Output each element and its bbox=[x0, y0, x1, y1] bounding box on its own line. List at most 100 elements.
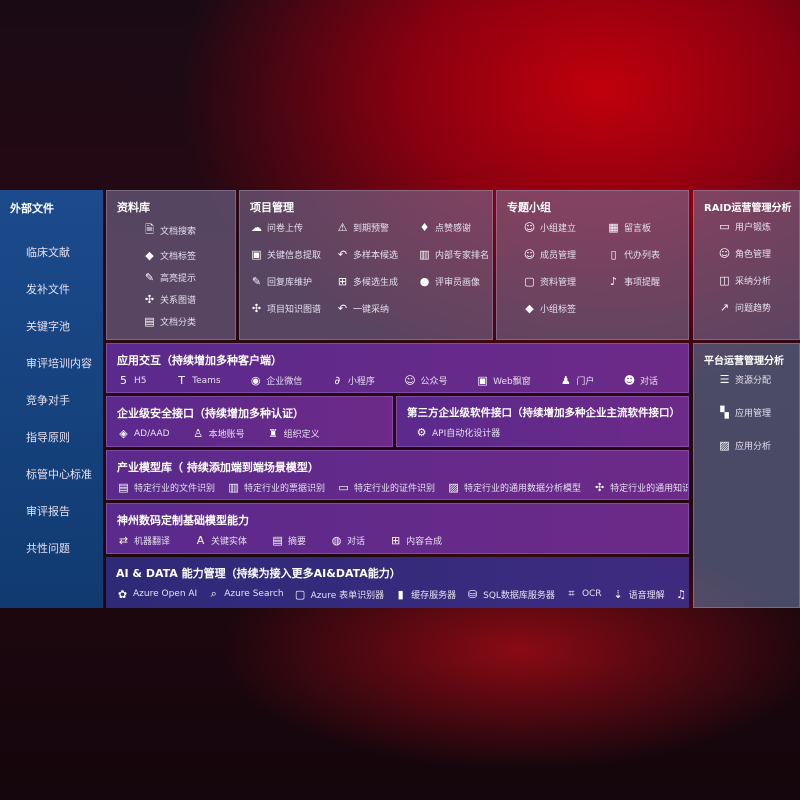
pen-icon: ✎ bbox=[144, 271, 155, 284]
project-item[interactable]: ↶ 多样本候选 bbox=[336, 248, 418, 261]
group-panel: 专题小组 ☺ 小组建立 ▦ 留言板 ☺ 成员管理 ▯ 代办列表 ▢ 资料管理 ♪ 事项提醒 ◆ 小组标签 bbox=[496, 190, 689, 340]
doc-list-icon: ▤ bbox=[144, 315, 155, 328]
group-item[interactable]: ♪ 事项提醒 bbox=[607, 275, 687, 288]
app-item[interactable]: 5 H5 bbox=[117, 374, 147, 387]
diamond-icon: ◈ bbox=[119, 427, 128, 440]
industry-item[interactable]: ▤ 特定行业的文件识别 bbox=[117, 481, 215, 494]
ai-item[interactable]: ▢ Azure 表单识别器 bbox=[294, 587, 384, 601]
security-item[interactable]: ◈ AD/AAD bbox=[117, 427, 170, 440]
project-item[interactable]: ▣ 关键信息提取 bbox=[250, 248, 336, 261]
external-file-item[interactable]: 关键字池 bbox=[26, 320, 70, 333]
industry-item[interactable]: ✣ 特定行业的通用知识图谱模型 bbox=[593, 481, 688, 494]
library-item[interactable]: 🗎 文档搜索 bbox=[143, 221, 225, 240]
ai-item[interactable]: ♫TTS bbox=[675, 587, 689, 601]
project-item[interactable]: ● 评审员画像 bbox=[418, 275, 492, 288]
app-item[interactable]: ☺ 公众号 bbox=[403, 374, 447, 387]
group-item[interactable]: ◆ 小组标签 bbox=[523, 302, 607, 315]
external-file-item[interactable]: 共性问题 bbox=[26, 542, 70, 555]
project-item[interactable]: ⚠ 到期预警 bbox=[336, 221, 418, 234]
external-file-item[interactable]: 标管中心标准 bbox=[26, 468, 92, 481]
project-item[interactable]: ✎ 回复库维护 bbox=[250, 275, 336, 288]
window-icon: ▣ bbox=[477, 374, 488, 387]
external-file-item[interactable]: 临床文献 bbox=[26, 246, 70, 259]
receipt-icon: ▥ bbox=[228, 481, 239, 494]
external-file-item[interactable]: 发补文件 bbox=[26, 283, 70, 296]
ai-item[interactable]: ▮ 缓存服务器 bbox=[394, 587, 457, 601]
openai-icon: ✿ bbox=[117, 587, 128, 601]
third-item[interactable]: ⚙ API自动化设计器 bbox=[415, 426, 501, 439]
item-label: 特定行业的票据识别 bbox=[244, 484, 326, 494]
base-item[interactable]: A 关键实体 bbox=[194, 534, 247, 547]
platform-item[interactable]: ☰ 资源分配 bbox=[718, 373, 789, 386]
group-item[interactable]: ▦ 留言板 bbox=[607, 221, 687, 234]
raid-item[interactable]: ◫ 采纳分析 bbox=[718, 274, 789, 287]
speech-icon: ⇣ bbox=[613, 587, 623, 601]
external-file-item[interactable]: 审评培训内容 bbox=[26, 357, 92, 370]
group-item[interactable]: ☺ 小组建立 bbox=[523, 221, 607, 234]
external-file-item[interactable]: 竞争对手 bbox=[26, 394, 70, 407]
group-item[interactable]: ▯ 代办列表 bbox=[607, 248, 687, 261]
ai-item[interactable]: ⛁ SQL数据库服务器 bbox=[466, 587, 555, 601]
security-item[interactable]: ♙ 本地账号 bbox=[192, 427, 245, 440]
item-label: 小组标签 bbox=[540, 305, 577, 315]
base-item[interactable]: ⇄ 机器翻译 bbox=[117, 534, 170, 547]
raid-item[interactable]: ▭ 用户锻炼 bbox=[718, 220, 789, 233]
app-item[interactable]: ♟ 门户 bbox=[559, 374, 594, 387]
library-item[interactable]: ▤ 文档分类 bbox=[143, 315, 225, 328]
base-item[interactable]: ▤ 摘要 bbox=[271, 534, 306, 547]
item-label: API自动化设计器 bbox=[432, 429, 501, 439]
industry-item[interactable]: ▨ 特定行业的通用数据分析模型 bbox=[447, 481, 581, 494]
base-item[interactable]: ◍ 对话 bbox=[330, 534, 365, 547]
html5-icon: 5 bbox=[120, 374, 127, 387]
item-label: AD/AAD bbox=[134, 428, 170, 439]
item-label: 应用分析 bbox=[735, 442, 772, 452]
ai-item[interactable]: ✿ Azure Open AI bbox=[116, 587, 197, 601]
ai-item[interactable]: ⇣ 语音理解 bbox=[612, 587, 664, 601]
industry-item[interactable]: ▥ 特定行业的票据识别 bbox=[227, 481, 325, 494]
base-item[interactable]: ⊞ 内容合成 bbox=[389, 534, 442, 547]
app-item[interactable]: ◉ 企业微信 bbox=[249, 374, 302, 387]
app-item[interactable]: ▣ Web飘窗 bbox=[476, 374, 530, 387]
library-item[interactable]: ◆ 文档标签 bbox=[143, 249, 225, 262]
library-item[interactable]: ✎ 高亮提示 bbox=[143, 271, 225, 284]
library-item[interactable]: ✣ 关系图谱 bbox=[143, 293, 225, 306]
project-item[interactable]: ⊞ 多候选生成 bbox=[336, 275, 418, 288]
platform-item[interactable]: ▚ 应用管理 bbox=[718, 406, 789, 419]
group-item[interactable]: ▢ 资料管理 bbox=[523, 275, 607, 288]
industry-item[interactable]: ▭ 特定行业的证件识别 bbox=[337, 481, 435, 494]
group-item[interactable]: ☺ 成员管理 bbox=[523, 248, 607, 261]
project-item[interactable]: ♦ 点赞感谢 bbox=[418, 221, 492, 234]
item-label: 高亮提示 bbox=[160, 274, 197, 284]
app-item[interactable]: ∂ 小程序 bbox=[331, 374, 374, 387]
cloud-upload-icon: ☁ bbox=[251, 221, 262, 234]
item-label: 本地账号 bbox=[208, 430, 245, 440]
app-item[interactable]: ☻ 对话 bbox=[623, 374, 658, 387]
platform-item[interactable]: ▨ 应用分析 bbox=[718, 439, 789, 452]
panel-title: 第三方企业级软件接口（持续增加多种企业主流软件接口） bbox=[407, 407, 680, 419]
raid-item[interactable]: ↗ 问题趋势 bbox=[718, 301, 789, 314]
app-item[interactable]: T Teams bbox=[175, 374, 220, 387]
panel-title: 神州数码定制基础模型能力 bbox=[117, 514, 249, 527]
tag-icon: ◆ bbox=[145, 249, 154, 262]
ai-item[interactable]: ⌕ Azure Search bbox=[207, 587, 284, 601]
project-item[interactable]: ↶ 一键采纳 bbox=[336, 302, 418, 315]
graph-icon: ✣ bbox=[594, 481, 605, 494]
doc-search-icon: 🗎 bbox=[145, 223, 154, 236]
external-file-item[interactable]: 审评报告 bbox=[26, 505, 70, 518]
alarm-icon: ⚠ bbox=[337, 221, 348, 234]
puzzle-icon: ⊞ bbox=[337, 275, 348, 288]
security-item[interactable]: ♜ 组织定义 bbox=[267, 427, 319, 440]
external-file-item[interactable]: 指导原则 bbox=[26, 431, 70, 444]
panel-title: 产业模型库（ 持续添加端到端场景模型） bbox=[117, 461, 319, 474]
project-item[interactable]: ✣ 项目知识图谱 bbox=[250, 302, 336, 315]
panel-title: 企业级安全接口（持续增加多种认证） bbox=[117, 407, 304, 420]
project-item[interactable]: ▥ 内部专家排名 bbox=[418, 248, 492, 261]
item-label: 内部专家排名 bbox=[435, 251, 490, 261]
ai-item[interactable]: ⌗ OCR bbox=[565, 587, 601, 601]
raid-item[interactable]: ☺ 角色管理 bbox=[718, 247, 789, 260]
project-item[interactable]: ☁ 问卷上传 bbox=[250, 221, 336, 234]
database-icon: ⛁ bbox=[468, 587, 478, 601]
item-label: 问题趋势 bbox=[735, 304, 772, 314]
gear-icon: ⚙ bbox=[416, 426, 427, 439]
item-label: SQL数据库服务器 bbox=[483, 590, 555, 601]
